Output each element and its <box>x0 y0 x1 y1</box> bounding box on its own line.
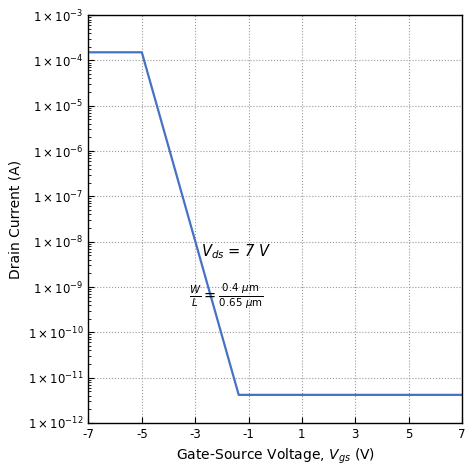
Y-axis label: Drain Current (A): Drain Current (A) <box>9 159 22 279</box>
X-axis label: Gate-Source Voltage, $V_{gs}$ (V): Gate-Source Voltage, $V_{gs}$ (V) <box>175 447 375 465</box>
Text: $\frac{W}{L} = \frac{0.4\ \mu\mathrm{m}}{0.65\ \mu\mathrm{m}}$: $\frac{W}{L} = \frac{0.4\ \mu\mathrm{m}}… <box>189 282 264 311</box>
Text: $V_{ds}$ = 7 V: $V_{ds}$ = 7 V <box>201 242 271 261</box>
